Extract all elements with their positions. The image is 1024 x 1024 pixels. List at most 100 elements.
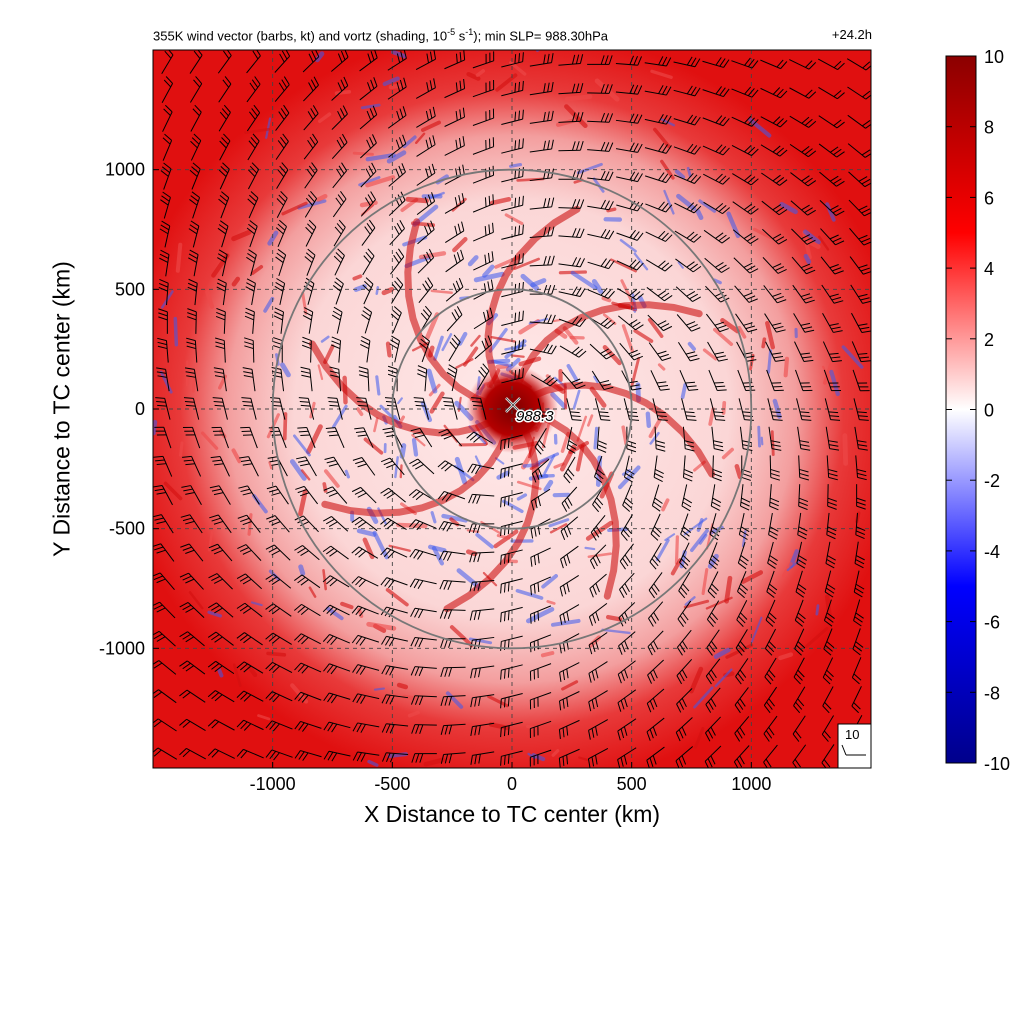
negative-vorticity-streak [584, 546, 596, 551]
negative-vorticity-streak [649, 431, 660, 445]
positive-vorticity-streak [648, 415, 663, 439]
wind-barb [331, 133, 348, 159]
wind-barb [295, 485, 319, 505]
wind-barb [444, 50, 466, 70]
positive-vorticity-streak [650, 69, 673, 79]
wind-barb [218, 162, 230, 190]
wind-barb [445, 249, 464, 273]
positive-vorticity-streak [822, 365, 834, 386]
wind-barb [847, 143, 871, 158]
wind-barb [709, 398, 726, 421]
wind-barb [795, 369, 813, 392]
wind-barb [207, 748, 235, 759]
wind-barb [247, 162, 260, 190]
wind-barb [797, 512, 808, 540]
negative-vorticity-streak [676, 193, 697, 211]
positive-vorticity-streak [886, 474, 898, 494]
spiral-vorticity-band [404, 218, 496, 409]
negative-vorticity-streak [397, 397, 403, 405]
wind-barb [818, 58, 845, 71]
positive-vorticity-streak [657, 363, 666, 371]
wind-barb [155, 397, 171, 420]
wind-barb [588, 690, 608, 712]
negative-vorticity-streak [520, 273, 540, 291]
wind-barb [529, 226, 555, 239]
positive-vorticity-streak [881, 288, 899, 305]
wind-barb [410, 607, 437, 619]
wind-barb [760, 59, 788, 70]
positive-vorticity-streak [551, 749, 560, 757]
wind-barb [846, 58, 871, 71]
positive-vorticity-streak [301, 291, 308, 315]
wind-barb [734, 716, 750, 742]
positive-vorticity-streak [244, 127, 271, 134]
wind-barb [673, 56, 701, 68]
wind-barb [160, 162, 172, 190]
wind-barb [236, 748, 264, 759]
wind-barb [218, 191, 230, 219]
wind-barb [304, 162, 318, 189]
wind-barb [417, 365, 428, 392]
negative-vorticity-streak [482, 264, 495, 278]
wind-barb [733, 745, 750, 768]
wind-barb [702, 57, 730, 68]
wind-barbs [153, 50, 871, 768]
wind-barb [560, 516, 579, 541]
wind-barb [559, 345, 587, 358]
wind-barb [501, 253, 524, 269]
wind-barb [826, 455, 838, 481]
positive-vorticity-streak [683, 599, 710, 609]
wind-barb [679, 542, 691, 570]
wind-barb [153, 630, 176, 647]
colorbar-tick-label: 0 [984, 401, 994, 421]
wind-barb [764, 657, 777, 685]
wind-barb [822, 341, 842, 363]
reference-barb-label: 10 [845, 727, 859, 742]
negative-vorticity-streak [645, 411, 652, 429]
wind-barb [768, 512, 779, 540]
wind-barb [189, 162, 201, 190]
positive-vorticity-streak [842, 433, 849, 466]
x-tick-label: 500 [617, 774, 647, 794]
wind-barb [798, 484, 809, 511]
negative-vorticity-streak [375, 375, 381, 396]
positive-vorticity-streak [309, 401, 316, 419]
spiral-vorticity-band [321, 425, 512, 517]
negative-vorticity-streak [617, 465, 641, 490]
wind-barb [648, 342, 672, 361]
positive-vorticity-streak [200, 431, 219, 450]
positive-vorticity-streak [363, 437, 384, 455]
wind-barb [381, 635, 408, 647]
positive-vorticity-streak [589, 386, 607, 408]
wind-barb [265, 720, 293, 732]
negative-vorticity-streak [344, 469, 350, 479]
wind-barb [529, 197, 555, 210]
wind-barb [617, 660, 636, 684]
negative-vorticity-streak [280, 362, 291, 378]
wind-barb [819, 200, 845, 216]
wind-barb [644, 143, 672, 154]
colorbar-tick-label: 2 [984, 330, 994, 350]
wind-barb [440, 695, 466, 706]
wind-barb [702, 144, 730, 156]
wind-barb [208, 573, 233, 590]
wind-barb [500, 549, 523, 565]
negative-vorticity-streak [509, 162, 523, 168]
wind-barb [588, 661, 608, 683]
negative-vorticity-streak [760, 436, 764, 446]
wind-barb [705, 313, 729, 333]
wind-barb [389, 335, 400, 363]
wind-barb [161, 76, 174, 103]
wind-barb [439, 550, 466, 561]
wind-barb [304, 248, 316, 276]
wind-barb [438, 521, 466, 532]
wind-barb [818, 143, 845, 158]
wind-barb [265, 573, 292, 589]
wind-barb [212, 397, 228, 420]
wind-barb [187, 308, 197, 334]
positive-vorticity-streak [540, 651, 555, 658]
wind-barb [156, 367, 170, 392]
wind-barb [794, 628, 806, 656]
wind-barb [213, 367, 227, 392]
wind-barb [705, 658, 721, 685]
